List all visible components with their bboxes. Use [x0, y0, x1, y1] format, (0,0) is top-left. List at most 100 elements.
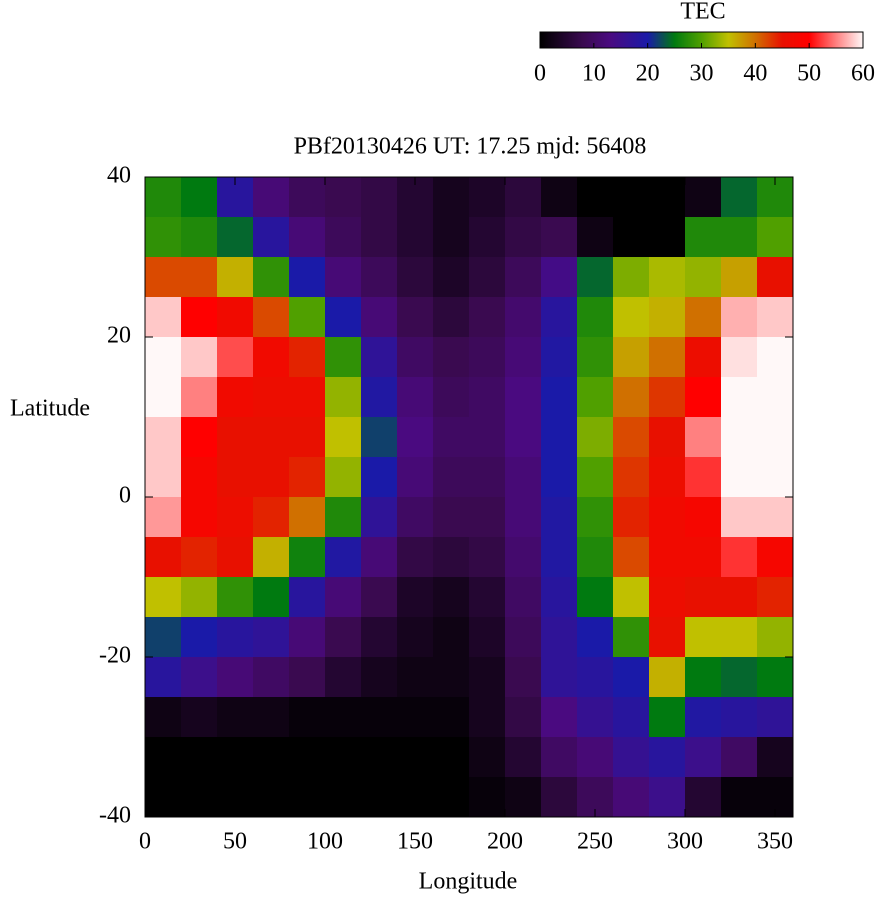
heatmap-cell [577, 297, 614, 338]
heatmap-cell [685, 217, 722, 258]
heatmap-cell [289, 217, 326, 258]
heatmap-cell [145, 417, 182, 458]
heatmap-cell [541, 177, 578, 218]
heatmap-cell [757, 657, 794, 698]
heatmap-cell [361, 377, 398, 418]
y-tick-label: 40 [107, 163, 131, 189]
heatmap-cell [577, 577, 614, 618]
heatmap-cell [685, 737, 722, 778]
heatmap-cell [613, 377, 650, 418]
heatmap-cell [469, 377, 506, 418]
heatmap-cell [253, 777, 290, 818]
heatmap-cell [253, 377, 290, 418]
x-tick-label: 200 [487, 829, 523, 855]
heatmap-cell [505, 617, 542, 658]
heatmap-cell [325, 457, 362, 498]
y-tick-label: 0 [119, 483, 131, 509]
heatmap-cell [577, 657, 614, 698]
heatmap-cell [649, 497, 686, 538]
heatmap-cell [649, 457, 686, 498]
heatmap-cell [721, 737, 758, 778]
heatmap-cell [397, 697, 434, 738]
heatmap-cell [541, 337, 578, 378]
heatmap-cell [505, 537, 542, 578]
heatmap-cell [253, 697, 290, 738]
heatmap-cell [253, 297, 290, 338]
heatmap-cell [145, 217, 182, 258]
heatmap-cell [685, 617, 722, 658]
heatmap-cell [469, 457, 506, 498]
heatmap-cell [721, 497, 758, 538]
heatmap-cell [577, 497, 614, 538]
heatmap-cell [577, 617, 614, 658]
heatmap-cell [649, 417, 686, 458]
colorbar-tick-label: 30 [690, 61, 714, 87]
heatmap-cell [397, 417, 434, 458]
heatmap-cell [181, 657, 218, 698]
heatmap-cell [469, 617, 506, 658]
heatmap-cell [181, 777, 218, 818]
heatmap-cell [613, 337, 650, 378]
heatmap-cell [397, 297, 434, 338]
colorbar-tick-label: 50 [797, 61, 821, 87]
heatmap-cell [145, 537, 182, 578]
heatmap-cell [505, 697, 542, 738]
heatmap-cell [433, 777, 470, 818]
heatmap-cell [289, 457, 326, 498]
heatmap-cell [181, 737, 218, 778]
heatmap-cell [361, 217, 398, 258]
heatmap-cell [541, 497, 578, 538]
heatmap-cell [757, 257, 794, 298]
heatmap-cell [397, 217, 434, 258]
heatmap-cell [721, 577, 758, 618]
heatmap-cell [181, 577, 218, 618]
heatmap-cell [325, 377, 362, 418]
heatmap-cell [325, 177, 362, 218]
heatmap-cell [397, 377, 434, 418]
heatmap-cell [541, 297, 578, 338]
heatmap-cell [289, 337, 326, 378]
heatmap-cell [217, 497, 254, 538]
heatmap-cell [217, 697, 254, 738]
heatmap-cell [469, 777, 506, 818]
heatmap-cell [685, 657, 722, 698]
heatmap-cell [649, 257, 686, 298]
heatmap-cell [649, 177, 686, 218]
heatmap-cell [217, 537, 254, 578]
heatmap-cell [253, 217, 290, 258]
heatmap-cell [145, 297, 182, 338]
heatmap-cell [325, 297, 362, 338]
heatmap-cell [577, 217, 614, 258]
heatmap-cell [721, 777, 758, 818]
heatmap-cell [685, 377, 722, 418]
heatmap-cell [757, 417, 794, 458]
heatmap-cell [649, 337, 686, 378]
heatmap-cell [505, 177, 542, 218]
heatmap-cell [721, 697, 758, 738]
x-tick-label: 250 [577, 829, 613, 855]
heatmap-cell [685, 297, 722, 338]
heatmap-cell [577, 417, 614, 458]
heatmap-cell [433, 457, 470, 498]
heatmap-cell [361, 297, 398, 338]
heatmap-cell [613, 577, 650, 618]
y-tick-label: -40 [99, 803, 131, 829]
heatmap-cell [577, 737, 614, 778]
heatmap-cell [541, 417, 578, 458]
colorbar-title: TEC [680, 0, 725, 25]
heatmap-cell [217, 577, 254, 618]
heatmap-cell [757, 577, 794, 618]
heatmap-cell [325, 617, 362, 658]
heatmap-cell [145, 777, 182, 818]
heatmap-cell [541, 457, 578, 498]
heatmap-cell [505, 217, 542, 258]
heatmap-cell [649, 617, 686, 658]
heatmap-cell [289, 737, 326, 778]
heatmap-cell [145, 577, 182, 618]
heatmap-cell [469, 217, 506, 258]
heatmap-cell [289, 497, 326, 538]
heatmap-cell [397, 657, 434, 698]
heatmap-cell [577, 337, 614, 378]
heatmap-cell [541, 777, 578, 818]
heatmap-cell [721, 177, 758, 218]
